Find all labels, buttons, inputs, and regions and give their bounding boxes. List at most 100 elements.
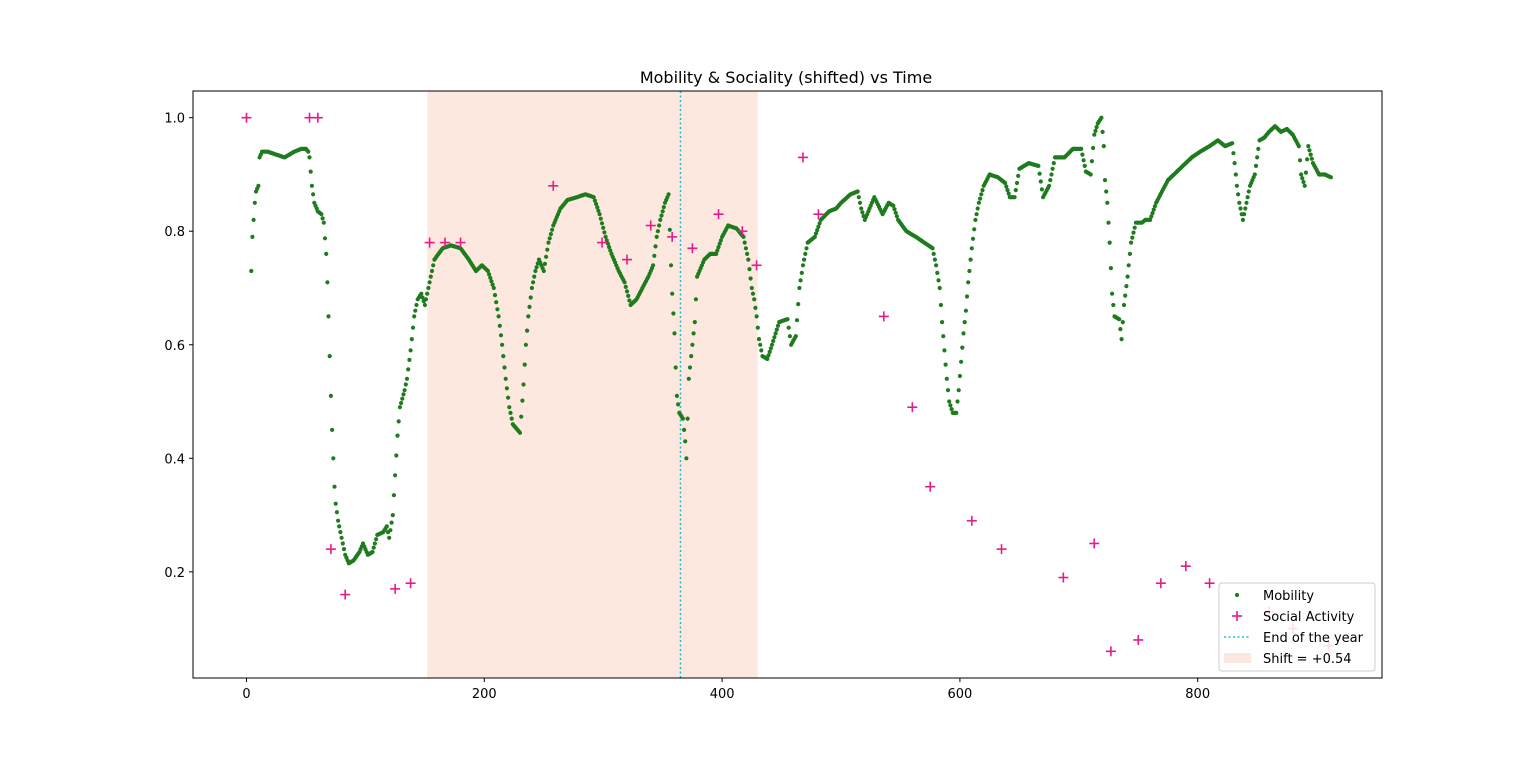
mobility-point [627,298,632,303]
mobility-point [756,337,762,342]
mobility-point [682,427,687,432]
mobility-point [1107,240,1112,245]
mobility-point [413,308,418,313]
mobility-point [773,331,778,336]
mobility-point [608,248,613,253]
social-activity-point [751,260,762,271]
mobility-point [519,414,524,419]
mobility-point [601,225,606,230]
mobility-point [390,513,395,518]
mobility-point [494,300,499,305]
mobility-point [370,549,375,555]
mobility-point [371,545,376,550]
mobility-point [813,231,819,236]
mobility-point [550,227,555,232]
mobility-point [766,353,771,358]
mobility-point [547,236,552,241]
mobility-point [676,402,681,407]
mobility-point [671,311,676,316]
mobility-point [957,373,963,379]
y-tick-label: 0.2 [164,566,185,581]
mobility-point [975,206,980,211]
mobility-point [1306,144,1311,149]
mobility-point [974,212,979,217]
mobility-point [949,407,954,412]
social-activity-point [907,402,918,413]
social-activity-point [1133,634,1144,645]
mobility-point [545,247,550,252]
mobility-point [938,302,944,308]
mobility-point [787,334,793,339]
mobility-point [388,528,393,533]
axes: 0 200 400 600 800 0.2 0.4 0.6 0.8 1.0 [164,90,1383,702]
x-tick-label: 200 [472,687,497,702]
mobility-point [491,285,496,291]
mobility-point [774,327,779,332]
social-activity-point [925,481,936,492]
mobility-point [931,251,936,256]
mobility-point [786,325,791,330]
mobility-point [404,376,410,381]
mobility-point [422,302,427,308]
mobility-point [659,213,664,218]
mobility-point [1004,184,1009,189]
mobility-point [503,376,508,381]
mobility-point [401,392,406,397]
mobility-point [860,210,865,215]
mobility-point [765,356,770,362]
mobility-point [714,251,719,256]
social-activity-point [713,209,724,220]
mobility-point [506,395,511,400]
mobility-point [689,354,694,359]
mobility-point [745,251,750,256]
mobility-point [1127,251,1132,256]
mobility-point [1236,192,1241,197]
mobility-point [1014,180,1020,186]
mobility-point [690,342,695,347]
mobility-point [1301,179,1306,185]
mobility-point [403,382,408,387]
mobility-point [498,333,504,338]
mobility-point [1099,115,1104,120]
mobility-point [333,501,338,506]
mobility-point [596,208,601,213]
mobility-point [718,238,724,243]
mobility-point [595,205,600,210]
mobility-point [660,209,665,214]
mobility-point [1012,195,1017,200]
mobility-point [338,530,343,535]
mobility-point [500,342,505,347]
mobility-point [1242,212,1247,217]
mobility-point [803,251,808,256]
mobility-point [1081,158,1086,163]
social-activity-point [597,237,608,248]
mobility-point [797,285,802,291]
mobility-point [668,263,674,268]
mobility-point [391,493,396,498]
mobility-point [893,210,898,215]
social-activity-point [340,589,351,600]
mobility-point [397,405,402,410]
mobility-point [541,268,546,274]
mobility-point [309,183,314,188]
mobility-point [691,331,696,336]
mobility-point [1036,163,1041,168]
mobility-point [427,280,432,285]
mobility-point [1328,175,1333,180]
mobility-point [1005,188,1010,193]
social-activity-point [455,237,466,248]
mobility-point [1079,146,1084,151]
y-tick-label: 0.4 [164,452,185,467]
social-activity-point [390,583,401,594]
mobility-point [402,388,407,393]
mobility-point [1296,144,1301,149]
mobility-point [400,396,405,401]
mobility-point [501,354,506,359]
mobility-point [967,268,972,274]
plot-area [241,91,1334,678]
mobility-point [423,297,429,302]
mobility-point [528,295,533,300]
mobility-point [947,399,952,404]
mobility-point [754,314,759,319]
mobility-point [1305,157,1310,162]
